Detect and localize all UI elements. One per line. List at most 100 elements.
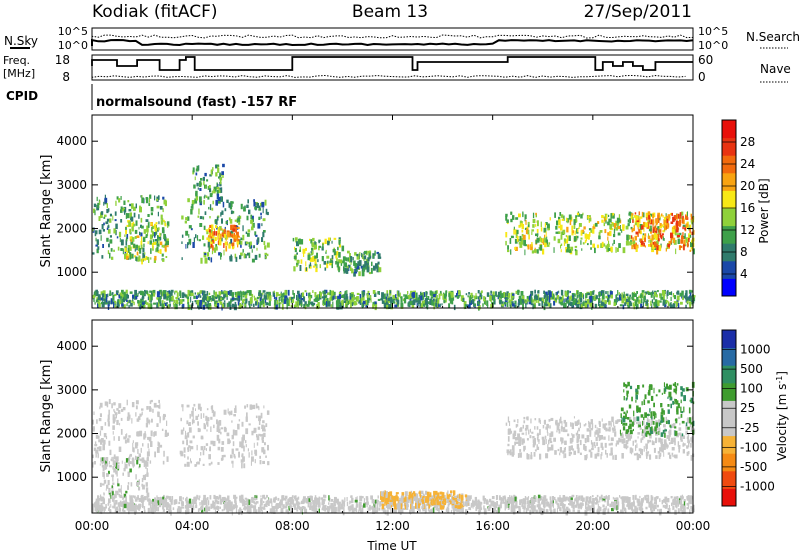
echo-cell xyxy=(546,223,550,229)
echo-cell xyxy=(109,509,112,513)
echo-cell xyxy=(112,295,115,301)
echo-cell xyxy=(635,304,638,310)
echo-cell xyxy=(116,419,119,425)
echo-cell xyxy=(287,289,290,296)
echo-cell xyxy=(281,304,284,310)
echo-cell xyxy=(434,494,438,498)
echo-cell xyxy=(183,293,186,297)
echo-cell xyxy=(131,499,134,504)
echo-cell xyxy=(652,213,654,219)
echo-cell xyxy=(680,301,683,305)
echo-cell xyxy=(118,504,120,510)
echo-cell xyxy=(368,252,371,258)
echo-cell xyxy=(219,178,222,185)
echo-cell xyxy=(336,304,340,310)
echo-cell xyxy=(632,302,635,307)
echo-cell xyxy=(330,292,333,296)
echo-cell xyxy=(138,453,141,458)
echo-cell xyxy=(222,233,225,238)
echo-cell xyxy=(325,507,328,510)
echo-cell xyxy=(230,234,234,238)
echo-cell xyxy=(211,224,214,230)
echo-cell xyxy=(104,214,107,217)
echo-cell xyxy=(676,213,680,219)
echo-cell xyxy=(538,303,541,306)
echo-cell xyxy=(98,302,101,308)
echo-cell xyxy=(381,300,385,304)
echo-cell xyxy=(204,194,206,197)
echo-cell xyxy=(198,208,200,215)
echo-cell xyxy=(219,240,222,246)
echo-cell xyxy=(239,215,242,219)
echo-cell xyxy=(115,413,117,419)
echo-cell xyxy=(601,290,605,294)
echo-cell xyxy=(165,502,168,508)
echo-cell xyxy=(611,501,614,504)
echo-cell xyxy=(160,499,162,504)
echo-cell xyxy=(210,503,213,509)
echo-cell xyxy=(374,499,378,504)
echo-cell xyxy=(645,300,648,306)
echo-cell xyxy=(591,304,593,310)
echo-cell xyxy=(238,509,241,515)
echo-cell xyxy=(159,420,161,424)
echo-cell xyxy=(223,497,227,504)
echo-cell xyxy=(635,231,639,235)
echo-cell xyxy=(195,196,199,201)
echo-cell xyxy=(214,236,217,241)
echo-cell xyxy=(94,230,98,235)
echo-cell xyxy=(151,508,155,514)
echo-cell xyxy=(598,506,601,512)
echo-cell xyxy=(199,181,202,187)
echo-cell xyxy=(300,239,304,245)
echo-cell xyxy=(587,299,590,305)
echo-cell xyxy=(228,217,231,221)
echo-cell xyxy=(625,225,629,230)
echo-cell xyxy=(260,498,263,503)
echo-cell xyxy=(337,295,339,300)
echo-cell xyxy=(158,297,162,302)
echo-cell xyxy=(486,500,489,505)
echo-cell xyxy=(675,226,679,233)
echo-cell xyxy=(244,497,248,500)
echo-cell xyxy=(676,291,678,295)
echo-cell xyxy=(592,498,595,504)
echo-cell xyxy=(432,507,435,513)
echo-cell xyxy=(105,460,107,466)
echo-cell xyxy=(543,295,545,299)
echo-cell xyxy=(213,424,215,429)
echo-cell xyxy=(366,263,369,269)
echo-cell xyxy=(150,399,153,403)
echo-cell xyxy=(644,245,646,248)
echo-cell xyxy=(256,405,259,409)
echo-cell xyxy=(239,498,243,503)
echo-cell xyxy=(141,291,145,296)
echo-region-1 xyxy=(92,399,169,468)
echo-cell xyxy=(378,267,382,273)
echo-cell xyxy=(454,295,457,298)
echo-cell xyxy=(97,303,99,309)
echo-cell xyxy=(672,499,675,504)
echo-cell xyxy=(185,244,187,249)
echo-cell xyxy=(598,301,600,306)
echo-cell xyxy=(613,301,616,306)
echo-cell xyxy=(234,500,237,506)
echo-cell xyxy=(134,289,137,296)
echo-cell xyxy=(158,302,160,307)
echo-cell xyxy=(180,429,184,435)
echo-cell xyxy=(209,174,212,177)
echo-cell xyxy=(278,296,281,301)
echo-cell xyxy=(684,243,687,247)
echo-cell xyxy=(664,499,667,505)
echo-cell xyxy=(187,302,190,308)
echo-cell xyxy=(349,256,353,263)
echo-cell xyxy=(135,256,137,261)
echo-cell xyxy=(251,293,254,298)
echo-cell xyxy=(510,501,513,507)
echo-cell xyxy=(376,501,379,505)
echo-cell xyxy=(100,457,102,463)
echo-cell xyxy=(335,296,337,300)
echo-cell xyxy=(633,298,635,301)
echo-cell xyxy=(640,238,643,244)
echo-cell xyxy=(194,496,197,502)
